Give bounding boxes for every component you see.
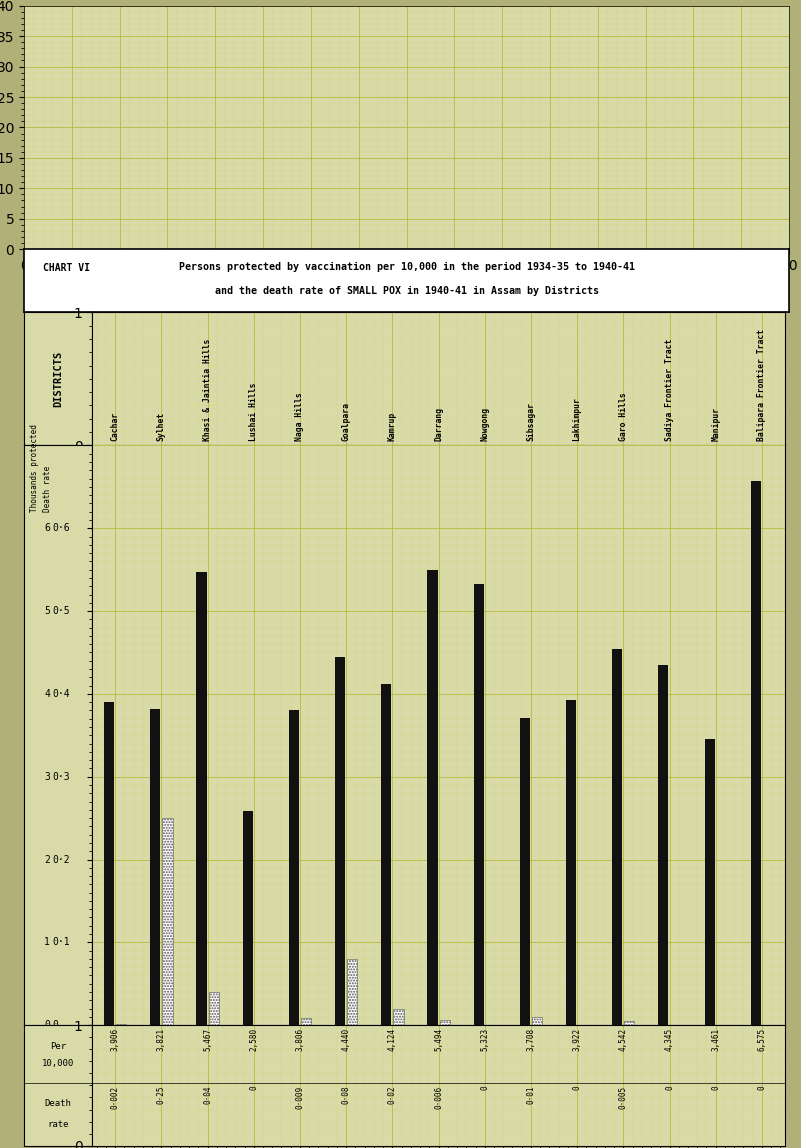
Bar: [751, 481, 761, 1025]
Text: Per: Per: [50, 1042, 66, 1052]
Text: 0: 0: [481, 1086, 489, 1091]
Text: 3,821: 3,821: [157, 1027, 166, 1050]
Text: Kamrup: Kamrup: [388, 412, 396, 442]
Bar: [151, 708, 160, 1025]
Text: Nowgong: Nowgong: [481, 408, 489, 442]
Bar: [381, 683, 392, 1025]
Text: 0: 0: [44, 1021, 50, 1030]
Text: 4,542: 4,542: [619, 1027, 628, 1050]
Bar: [347, 959, 357, 1025]
Text: 6: 6: [44, 523, 50, 533]
Text: 3,461: 3,461: [711, 1027, 720, 1050]
Text: 0: 0: [711, 1086, 720, 1091]
Bar: [520, 718, 530, 1025]
Text: 2,580: 2,580: [249, 1027, 258, 1050]
Text: DISTRICTS: DISTRICTS: [53, 351, 63, 406]
Text: 2: 2: [44, 854, 50, 864]
Text: 4,440: 4,440: [342, 1027, 351, 1050]
Text: 0·01: 0·01: [526, 1086, 535, 1104]
Text: 0: 0: [249, 1086, 258, 1091]
Text: 0·08: 0·08: [342, 1086, 351, 1104]
Text: 0·6: 0·6: [53, 523, 70, 533]
Text: 0·1: 0·1: [53, 938, 70, 947]
Text: 4,124: 4,124: [388, 1027, 396, 1050]
Bar: [393, 1009, 404, 1025]
Text: 1: 1: [44, 938, 50, 947]
Text: 5,494: 5,494: [434, 1027, 443, 1050]
Text: Lushai Hills: Lushai Hills: [249, 383, 258, 442]
Text: rate: rate: [47, 1119, 69, 1128]
Text: Manipur: Manipur: [711, 408, 720, 442]
Text: 0·04: 0·04: [203, 1086, 212, 1104]
Text: Goalpara: Goalpara: [342, 403, 351, 442]
Bar: [104, 701, 115, 1025]
Text: 0: 0: [53, 1021, 58, 1030]
Bar: [566, 700, 576, 1025]
Bar: [335, 658, 345, 1025]
Bar: [289, 709, 299, 1025]
Text: Sadiya Frontier Tract: Sadiya Frontier Tract: [665, 339, 674, 442]
Text: Death: Death: [45, 1099, 71, 1108]
Bar: [163, 819, 172, 1025]
Bar: [612, 649, 622, 1025]
Bar: [532, 1017, 542, 1025]
Bar: [624, 1021, 634, 1025]
Text: 0·4: 0·4: [53, 689, 70, 699]
Text: Garo Hills: Garo Hills: [619, 393, 628, 442]
Bar: [243, 812, 253, 1025]
Text: 5: 5: [44, 606, 50, 616]
Text: 4: 4: [44, 689, 50, 699]
Text: 5,467: 5,467: [203, 1027, 212, 1050]
Text: 0·005: 0·005: [619, 1086, 628, 1109]
Text: Cachar: Cachar: [111, 412, 119, 442]
Text: 0: 0: [573, 1086, 582, 1091]
Text: 6,575: 6,575: [758, 1027, 767, 1050]
Text: Balipara Frontier Tract: Balipara Frontier Tract: [758, 329, 767, 442]
Bar: [440, 1021, 449, 1025]
Text: 3,906: 3,906: [111, 1027, 119, 1050]
Text: 3,922: 3,922: [573, 1027, 582, 1050]
Text: 0·002: 0·002: [111, 1086, 119, 1109]
Text: 0: 0: [758, 1086, 767, 1091]
Text: Persons protected by vaccination per 10,000 in the period 1934-35 to 1940-41: Persons protected by vaccination per 10,…: [179, 262, 634, 272]
Bar: [473, 584, 484, 1025]
Text: 4,345: 4,345: [665, 1027, 674, 1050]
Bar: [658, 666, 669, 1025]
Text: Darrang: Darrang: [434, 408, 443, 442]
Bar: [196, 573, 207, 1025]
Text: 5,323: 5,323: [481, 1027, 489, 1050]
Text: 0·5: 0·5: [53, 606, 70, 616]
Text: 10,000: 10,000: [42, 1060, 74, 1069]
Text: 0·006: 0·006: [434, 1086, 443, 1109]
Text: 3,708: 3,708: [526, 1027, 535, 1050]
Text: 0·25: 0·25: [157, 1086, 166, 1104]
Text: 0·02: 0·02: [388, 1086, 396, 1104]
Text: Naga Hills: Naga Hills: [296, 393, 304, 442]
Bar: [301, 1018, 311, 1025]
Bar: [208, 992, 219, 1025]
Text: 0·3: 0·3: [53, 771, 70, 782]
Text: Lakhimpur: Lakhimpur: [573, 397, 582, 442]
Text: Thousands protected: Thousands protected: [30, 424, 38, 512]
Bar: [428, 571, 437, 1025]
Text: Khasi & Jaintia Hills: Khasi & Jaintia Hills: [203, 339, 212, 442]
Text: 0·009: 0·009: [296, 1086, 304, 1109]
Text: 0·2: 0·2: [53, 854, 70, 864]
Text: 3: 3: [44, 771, 50, 782]
Text: and the death rate of SMALL POX in 1940-41 in Assam by Districts: and the death rate of SMALL POX in 1940-…: [215, 287, 598, 296]
Bar: [116, 1024, 127, 1025]
Text: Death rate: Death rate: [43, 465, 52, 512]
Bar: [705, 738, 714, 1025]
Text: 0: 0: [665, 1086, 674, 1091]
Text: Sylhet: Sylhet: [157, 412, 166, 442]
Text: 3,806: 3,806: [296, 1027, 304, 1050]
Text: CHART VI: CHART VI: [43, 263, 91, 273]
Text: Sibsagar: Sibsagar: [526, 403, 535, 442]
